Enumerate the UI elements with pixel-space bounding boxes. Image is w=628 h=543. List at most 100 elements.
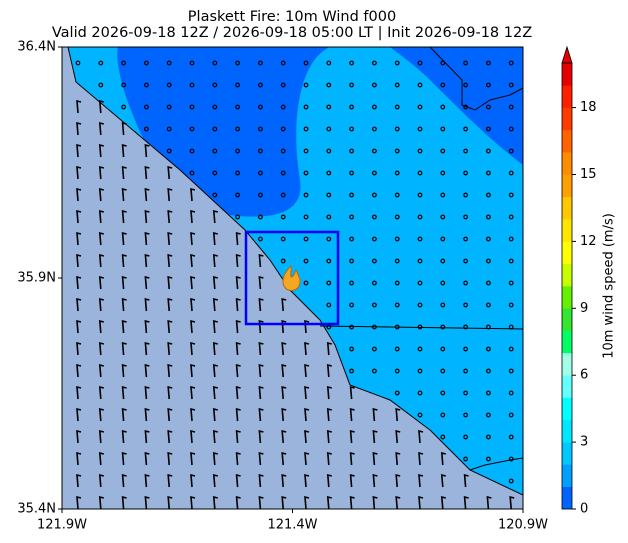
calm-marker [349,346,355,352]
wind-barb [235,253,241,268]
calm-marker [303,104,309,110]
calm-marker [372,346,377,352]
calm-marker [508,214,514,220]
wind-barb [121,363,127,378]
calm-marker [440,170,446,176]
colorbar-band [562,464,572,487]
wind-barb [167,275,173,290]
wind-barb [76,121,82,136]
calm-marker [463,126,469,132]
wind-barb [98,297,104,312]
calm-marker [189,60,195,66]
wind-barb [190,473,196,488]
colorbar-label: 10m wind speed (m/s) [602,213,617,359]
wind-barb [190,253,196,268]
wind-barb [98,143,104,158]
calm-marker [394,148,400,154]
calm-marker [326,214,332,220]
wind-barb [440,473,446,488]
fire-icon [282,265,301,291]
calm-marker [372,148,377,154]
calm-marker [326,126,332,132]
calm-marker [121,82,126,88]
calm-marker [326,280,332,286]
calm-marker [508,412,514,418]
calm-marker [463,258,469,264]
wind-barb [212,407,218,422]
calm-marker [508,258,514,264]
wind-barb [304,319,310,334]
wind-barb [281,451,287,466]
colorbar-band [562,129,572,153]
calm-marker [212,170,218,176]
calm-marker [417,390,423,396]
wind-barb [76,253,82,268]
wind-barb [281,319,287,334]
calm-marker [189,82,195,88]
calm-marker [440,346,446,352]
calm-marker [349,214,355,220]
calm-marker [349,324,355,330]
calm-marker [394,346,400,352]
calm-marker [508,104,514,110]
wind-barb [326,495,332,509]
calm-marker [326,60,332,66]
calm-marker [372,236,377,242]
wind-barb [167,341,173,356]
calm-marker [486,346,491,352]
wind-barb [326,473,332,488]
colorbar-tick-label: 3 [580,435,588,450]
wind-barb [190,451,196,466]
wind-barb [76,363,82,378]
wind-barb [235,451,241,466]
wind-barb [258,297,264,312]
wind-barb [121,165,127,180]
calm-marker [372,60,377,66]
calm-marker [349,126,355,132]
wind-barb [395,407,401,422]
colorbar-band [562,308,572,331]
wind-barb [76,165,82,180]
wind-barb [304,451,310,466]
calm-marker [394,60,400,66]
wind-barb [258,363,264,378]
calm-marker [486,258,491,264]
wind-barb [76,231,82,246]
colorbar-tick-label: 6 [580,368,588,383]
wind-barb [326,363,332,378]
wind-barb [235,473,241,488]
calm-marker [143,104,149,110]
wind-barb [281,495,287,509]
calm-marker [508,390,514,396]
calm-marker [280,170,286,176]
calm-marker [440,214,446,220]
colorbar-band [562,241,572,264]
calm-marker [508,82,514,88]
calm-marker [121,60,126,66]
calm-marker [508,236,514,242]
calm-marker [440,192,446,198]
wind-barb [144,275,150,290]
x-tick-label: 121.4W [267,518,317,533]
wind-barb [349,495,355,509]
wind-barb [190,341,196,356]
calm-marker [463,104,469,110]
colorbar-tick-label: 0 [580,502,588,517]
wind-barb [190,187,196,202]
calm-marker [303,126,309,132]
wind-barb [144,385,150,400]
calm-marker [372,258,377,264]
calm-marker [349,258,355,264]
calm-marker [280,82,286,88]
colorbar-band [562,152,572,175]
wind-barb [167,385,173,400]
calm-marker [440,368,446,374]
wind-barb [144,143,150,158]
wind-barb [326,341,332,356]
calm-marker [440,324,446,330]
wind-barb [98,363,104,378]
calm-marker [508,148,514,154]
wind-barb [509,495,515,509]
wind-barb [121,341,127,356]
